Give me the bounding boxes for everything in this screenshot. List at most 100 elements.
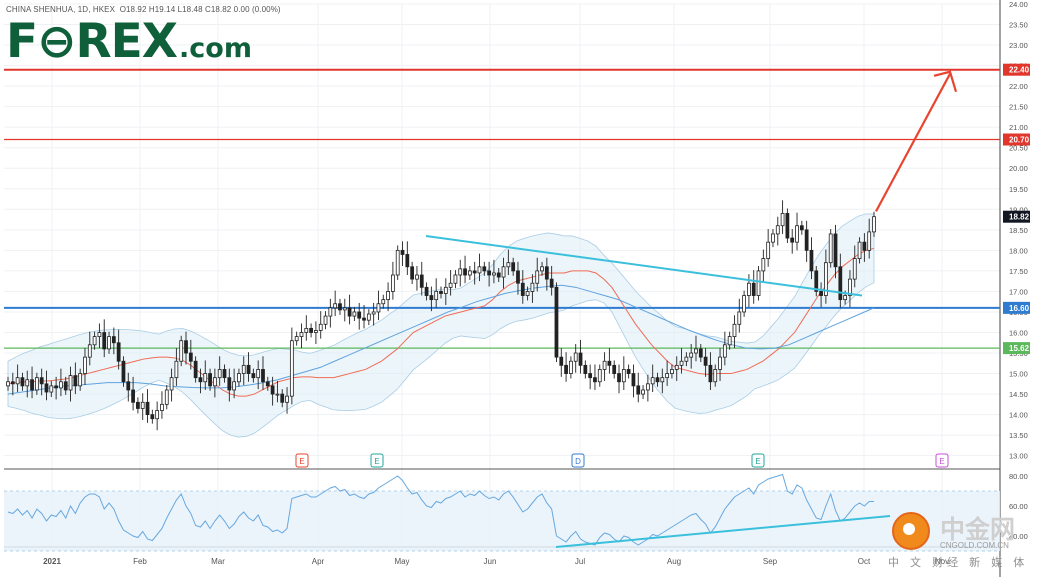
event-marker xyxy=(935,453,949,468)
candle-body xyxy=(645,383,650,391)
time-tick-label: Oct xyxy=(858,557,871,566)
candle-body xyxy=(111,336,116,344)
price-tick-label: 20.00 xyxy=(1009,164,1028,173)
candle-body xyxy=(492,272,496,276)
candle-body xyxy=(713,369,718,383)
candle-body xyxy=(833,233,838,268)
event-marker-label: E xyxy=(299,457,304,466)
horizontal-levels[interactable] xyxy=(4,68,1000,349)
coin-logo-icon xyxy=(892,512,930,550)
candle-body xyxy=(852,258,857,280)
candle-body xyxy=(285,395,289,403)
level-tag-22.40 xyxy=(1003,63,1030,76)
candle-body xyxy=(140,401,145,409)
event-marker xyxy=(370,453,384,468)
candle-body xyxy=(362,317,366,321)
price-axis[interactable]: 24.0023.5023.0022.5022.0021.5021.0020.50… xyxy=(1003,0,1030,541)
price-tick-label: 24.00 xyxy=(1009,0,1028,9)
candle-body xyxy=(381,299,386,305)
candle-body xyxy=(612,364,617,374)
candle-body xyxy=(674,364,679,370)
candle-body xyxy=(164,389,169,405)
candle-body xyxy=(415,274,419,280)
candle-body xyxy=(766,241,771,259)
candle-body xyxy=(294,336,299,342)
level-tag-label: 22.40 xyxy=(1009,66,1030,75)
candle-body xyxy=(799,225,804,231)
candle-body xyxy=(309,327,313,333)
rsi-tick-label: 80.00 xyxy=(1009,472,1028,481)
candle-body xyxy=(516,270,520,284)
candle-body xyxy=(145,401,150,416)
level-tag-label: 16.60 xyxy=(1009,304,1030,313)
candle-body xyxy=(102,332,107,350)
candle-body xyxy=(434,291,439,301)
candle-body xyxy=(107,336,111,350)
candle-body xyxy=(824,262,828,296)
candle-body xyxy=(631,373,636,387)
time-tick-label: Jun xyxy=(484,557,497,566)
price-tick-label: 19.50 xyxy=(1009,185,1028,194)
candle-body xyxy=(708,364,713,383)
candle-body xyxy=(771,233,775,243)
candle-body xyxy=(506,262,511,268)
candle-body xyxy=(573,352,578,362)
candle-body xyxy=(314,330,318,333)
candle-body xyxy=(828,233,833,264)
exchange: HKEX xyxy=(92,5,116,14)
event-marker-label: E xyxy=(755,457,760,466)
interval: 1D xyxy=(77,5,89,14)
candle-body xyxy=(463,268,467,276)
candle-body xyxy=(20,377,25,387)
candle-body xyxy=(814,270,819,292)
candle-body xyxy=(376,303,381,313)
candle-body xyxy=(544,266,549,280)
candle-body xyxy=(395,249,400,276)
candle-body xyxy=(68,375,73,391)
event-marker xyxy=(751,453,765,468)
candle-body xyxy=(78,373,83,387)
candle-body xyxy=(602,360,607,370)
time-tick-label: Mar xyxy=(211,557,225,566)
candle-body xyxy=(790,237,795,243)
candle-body xyxy=(87,344,92,358)
rsi-trendline xyxy=(555,515,891,548)
candle-body xyxy=(371,311,376,315)
rsi-band xyxy=(4,491,1000,551)
candle-body xyxy=(208,373,212,387)
candles xyxy=(6,200,876,431)
level-tag-label: 20.70 xyxy=(1009,136,1030,145)
candle-body xyxy=(448,282,453,288)
rsi-tick-label: 60.00 xyxy=(1009,502,1028,511)
candle-body xyxy=(487,270,491,276)
candle-body xyxy=(357,311,362,319)
candle-body xyxy=(280,393,285,403)
candle-body xyxy=(121,360,126,383)
candle-body xyxy=(44,383,49,393)
candle-body xyxy=(217,369,222,379)
price-tick-label: 23.00 xyxy=(1009,41,1028,50)
level-tag-20.70 xyxy=(1003,133,1030,146)
price-tick-label: 19.00 xyxy=(1009,205,1028,214)
candle-body xyxy=(174,360,179,379)
candle-body xyxy=(655,377,660,383)
candle-body xyxy=(198,377,203,383)
candle-body xyxy=(391,274,395,292)
candle-body xyxy=(540,266,544,272)
candle-body xyxy=(867,231,872,251)
trendlines[interactable] xyxy=(425,70,958,297)
candle-body xyxy=(482,266,487,272)
candle-body xyxy=(467,270,472,276)
candle-body xyxy=(453,274,458,284)
candle-body xyxy=(179,340,184,362)
candle-body xyxy=(323,315,328,325)
candle-body xyxy=(237,373,241,383)
candle-body xyxy=(843,295,848,301)
candle-body xyxy=(718,356,722,370)
candle-body xyxy=(785,213,790,239)
level-tag-15.62 xyxy=(1003,342,1030,355)
candle-body xyxy=(751,282,756,296)
candle-body xyxy=(366,313,371,321)
